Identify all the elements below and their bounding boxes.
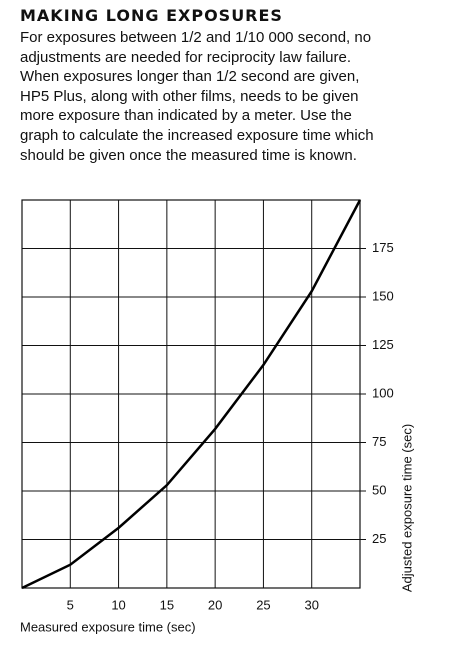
text-line: When exposures longer than 1/2 second ar… (20, 68, 360, 86)
text-line: HP5 Plus, along with other films, needs … (20, 87, 359, 105)
paragraph: For exposures between 1/2 and 1/10 000 s… (20, 28, 374, 165)
curve (21, 199, 362, 590)
text-line: should be given once the measured time i… (20, 146, 357, 164)
y-tick-label: 75 (372, 434, 386, 449)
text-line: For exposures between 1/2 and 1/10 000 s… (20, 29, 372, 46)
y-tick-label: 25 (372, 531, 386, 546)
x-tick-label: 30 (304, 597, 318, 612)
text-line: adjustments are needed for reciprocity l… (20, 48, 351, 66)
text-line: more exposure than indicated by a meter.… (20, 107, 352, 125)
y-tick-label: 100 (372, 385, 394, 400)
text-line: graph to calculate the increased exposur… (20, 126, 374, 144)
x-tick-label: 20 (208, 597, 222, 612)
x-tick-label: 15 (160, 597, 174, 612)
y-tick-label: 150 (372, 288, 394, 303)
x-tick-label: 10 (111, 597, 125, 612)
x-tick-label: 5 (67, 597, 74, 612)
y-tick-label: 175 (372, 240, 394, 255)
y-axis-label: Adjusted exposure time (sec) (399, 424, 414, 592)
x-tick-label: 25 (256, 597, 270, 612)
y-tick-label: 125 (372, 337, 394, 352)
plot-frame (21, 199, 361, 589)
title: MAKING LONG EXPOSURES (20, 6, 283, 25)
y-tick-label: 50 (372, 482, 386, 497)
x-axis-label: Measured exposure time (sec) (20, 619, 196, 634)
